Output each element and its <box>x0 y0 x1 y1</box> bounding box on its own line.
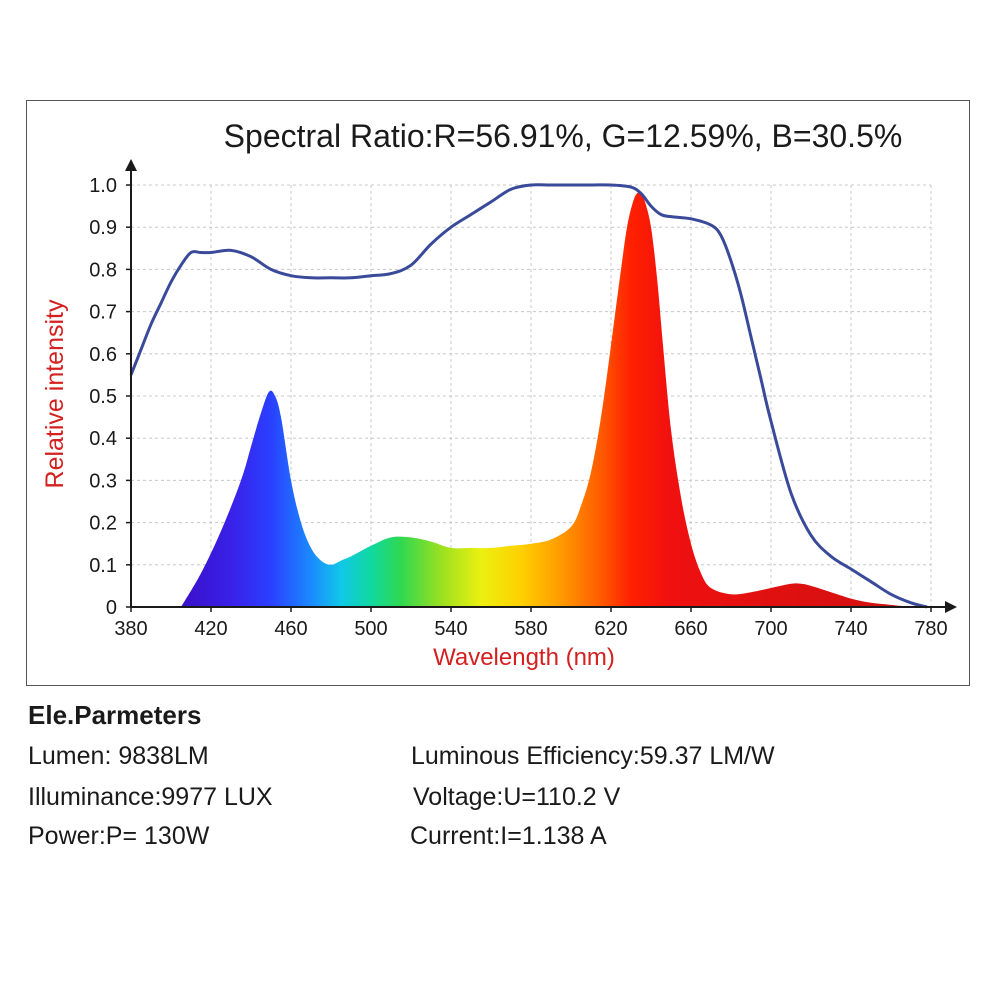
chart-title: Spectral Ratio:R=56.91%, G=12.59%, B=30.… <box>224 118 903 154</box>
x-axis-arrow <box>945 601 957 613</box>
y-tick-label: 0.6 <box>89 344 117 366</box>
voltage-value: Voltage:U=110.2 V <box>413 783 621 811</box>
sensitivity-curve-line <box>129 183 928 609</box>
parameters-title: Ele.Parmeters <box>28 700 202 730</box>
curve-layer <box>129 183 928 609</box>
x-tick-label: 460 <box>274 618 307 640</box>
power-value: Power:P= 130W <box>28 822 210 850</box>
x-tick-label: 540 <box>434 618 467 640</box>
y-axis-label: Relative intensity <box>41 299 69 488</box>
tick-labels: 380 420 460 500 540 580 620 660 700 740 780 0 0.1 0.2… <box>89 175 948 640</box>
y-tick-label: 0.2 <box>89 513 117 535</box>
luminous-efficiency-value: Luminous Efficiency:59.37 LM/W <box>411 742 775 770</box>
y-tick-label: 0.7 <box>89 302 117 324</box>
x-axis-label: Wavelength (nm) <box>433 644 615 671</box>
illuminance-value: Illuminance:9977 LUX <box>28 783 273 811</box>
spectrum-fill-layer <box>181 192 911 607</box>
spectrum-chart: 380 420 460 500 540 580 620 660 700 740 780 0 0.1 0.2… <box>41 118 957 671</box>
y-tick-label: 0 <box>106 597 117 619</box>
y-axis-arrow <box>125 159 137 171</box>
y-tick-label: 1.0 <box>89 175 117 197</box>
x-tick-label: 420 <box>194 618 227 640</box>
x-tick-label: 780 <box>914 618 947 640</box>
spectrum-fill-area <box>181 192 911 607</box>
y-tick-label: 0.9 <box>89 217 117 239</box>
x-tick-label: 380 <box>114 618 147 640</box>
x-tick-label: 660 <box>674 618 707 640</box>
x-tick-label: 620 <box>594 618 627 640</box>
chart-frame: 380 420 460 500 540 580 620 660 700 740 780 0 0.1 0.2… <box>26 100 970 686</box>
axes <box>125 159 957 613</box>
y-tick-label: 0.8 <box>89 259 117 281</box>
lumen-value: Lumen: 9838LM <box>28 742 209 770</box>
x-tick-label: 580 <box>514 618 547 640</box>
x-tick-label: 700 <box>754 618 787 640</box>
current-value: Current:I=1.138 A <box>410 822 607 850</box>
y-tick-label: 0.1 <box>89 555 117 577</box>
x-tick-label: 740 <box>834 618 867 640</box>
y-tick-label: 0.3 <box>89 470 117 492</box>
y-tick-label: 0.4 <box>89 428 117 450</box>
x-tick-label: 500 <box>354 618 387 640</box>
y-tick-label: 0.5 <box>89 386 117 408</box>
